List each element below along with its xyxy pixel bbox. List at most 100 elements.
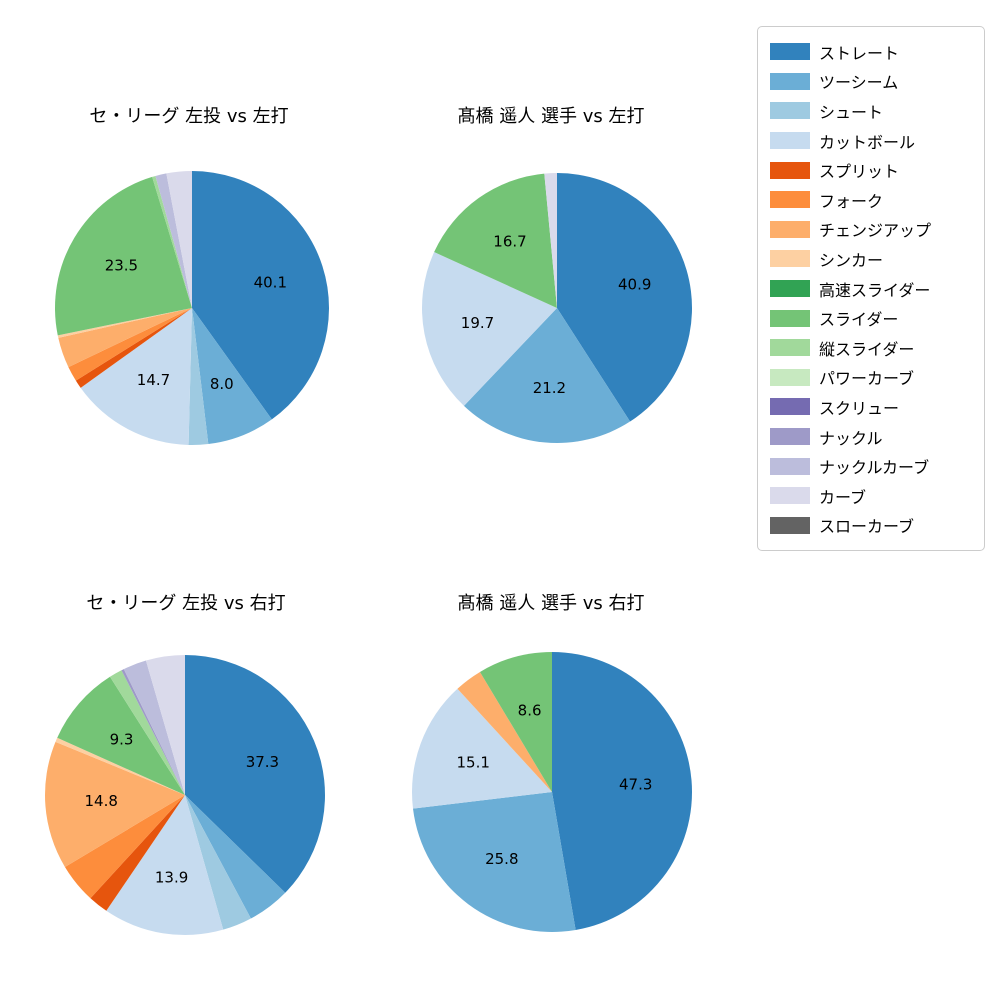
pie-slice	[185, 655, 325, 893]
legend-item: スライダー	[770, 303, 972, 333]
pie-slice	[422, 252, 557, 406]
pie-slice	[106, 795, 224, 935]
legend-item: 高速スライダー	[770, 274, 972, 304]
pie-percentage-label: 8.0	[210, 375, 234, 393]
legend-color-swatch	[770, 280, 810, 298]
pie-chart-takahashi-vs-right: 47.3 25.8 15.1 8.6	[411, 651, 693, 937]
legend-item: チェンジアップ	[770, 215, 972, 245]
legend-color-swatch	[770, 250, 810, 268]
pie-slice	[185, 795, 251, 930]
pie-slice	[55, 737, 186, 795]
pie-slice	[192, 308, 272, 445]
pie-slice	[109, 670, 185, 795]
legend-item: シンカー	[770, 244, 972, 274]
pie-slice	[479, 652, 552, 792]
legend-label: ストレート	[819, 43, 900, 63]
pie-slice	[57, 308, 193, 338]
chart-title-league-vs-right: セ・リーグ 左投 vs 右打	[86, 593, 286, 614]
legend-color-swatch	[770, 132, 810, 150]
pie-slice	[412, 688, 552, 809]
legend-color-swatch	[770, 368, 810, 386]
legend-label: シュート	[819, 102, 884, 122]
legend-color-swatch	[770, 220, 810, 238]
legend-label: スクリュー	[819, 398, 900, 418]
legend-label: ナックル	[819, 428, 883, 448]
pie-slice	[457, 671, 552, 792]
legend-color-swatch	[770, 72, 810, 90]
pie-percentage-label: 14.8	[84, 792, 117, 810]
pie-percentage-label: 15.1	[456, 753, 489, 771]
legend-label: ナックルカーブ	[819, 458, 930, 478]
pie-svg: 47.3 25.8 15.1 8.6	[412, 652, 693, 932]
pie-slice	[463, 308, 631, 444]
legend-label: スローカーブ	[819, 517, 915, 537]
legend-item: パワーカーブ	[770, 363, 972, 393]
pie-slice	[413, 792, 576, 932]
legend-item: ストレート	[770, 37, 972, 67]
pie-chart-league-vs-left: 40.1 8.0 14.7 23.5	[54, 170, 330, 450]
pie-percentage-label: 23.5	[105, 256, 138, 274]
legend-item: カットボール	[770, 126, 972, 156]
legend-label: チェンジアップ	[819, 221, 932, 241]
pie-percentage-label: 40.9	[618, 276, 651, 294]
pie-percentage-label: 14.7	[137, 371, 170, 389]
legend-color-swatch	[770, 102, 810, 120]
pie-slice	[57, 676, 185, 795]
legend-color-swatch	[770, 428, 810, 446]
pie-slice	[90, 795, 185, 911]
legend-label: フォーク	[819, 191, 884, 211]
pie-slice	[166, 171, 192, 308]
pie-svg: 40.1 8.0 14.7 23.5	[55, 171, 330, 446]
legend-label: 縦スライダー	[819, 339, 915, 359]
legend-color-swatch	[770, 457, 810, 475]
legend-item: ナックルカーブ	[770, 451, 972, 481]
legend-color-swatch	[770, 43, 810, 61]
pie-percentage-label: 13.9	[155, 868, 188, 886]
legend-color-swatch	[770, 339, 810, 357]
legend-color-swatch	[770, 309, 810, 327]
legend-label: シンカー	[819, 250, 884, 270]
legend-label: ツーシーム	[819, 73, 899, 93]
pie-slice	[68, 308, 192, 381]
pie-chart-takahashi-vs-left: 40.9 21.2 19.7 16.7	[421, 172, 693, 448]
chart-title-takahashi-vs-left: 髙橋 遥人 選手 vs 左打	[457, 106, 645, 127]
pie-slice	[145, 655, 185, 795]
legend-color-swatch	[770, 161, 810, 179]
pie-percentage-label: 8.6	[518, 702, 542, 720]
legend-label: 高速スライダー	[819, 280, 931, 300]
legend-item: ツーシーム	[770, 67, 972, 97]
legend-item: フォーク	[770, 185, 972, 215]
pie-slice	[64, 795, 185, 899]
pie-percentage-label: 25.8	[485, 850, 518, 868]
pie-slice	[80, 308, 192, 445]
legend-color-swatch	[770, 516, 810, 534]
pie-slice	[188, 308, 209, 446]
pie-slice	[434, 173, 557, 308]
pie-percentage-label: 21.2	[533, 379, 566, 397]
legend-color-swatch	[770, 191, 810, 209]
pie-chart-league-vs-right: 37.3 13.9 14.8 9.3	[44, 654, 326, 940]
legend-label: スライダー	[819, 310, 899, 330]
pie-slice	[544, 173, 557, 308]
legend-color-swatch	[770, 487, 810, 505]
legend-item: カーブ	[770, 481, 972, 511]
pie-percentage-label: 9.3	[110, 731, 134, 749]
pie-slice	[45, 741, 186, 868]
pie-percentage-label: 37.3	[246, 753, 279, 771]
legend-item: 縦スライダー	[770, 333, 972, 363]
legend-item: スプリット	[770, 155, 972, 185]
pie-slice	[185, 795, 286, 919]
legend-label: カットボール	[819, 132, 916, 152]
pie-slice	[123, 660, 185, 795]
legend-item: スクリュー	[770, 392, 972, 422]
pie-slice	[58, 308, 192, 368]
legend-label: カーブ	[819, 487, 867, 507]
pie-percentage-label: 40.1	[254, 273, 287, 291]
pie-slice	[552, 652, 693, 930]
pie-percentage-label: 19.7	[461, 314, 494, 332]
pie-slice	[155, 173, 192, 308]
pie-slice	[192, 171, 330, 420]
pie-percentage-label: 47.3	[619, 775, 652, 793]
pie-slice	[55, 176, 192, 336]
pie-slice	[557, 173, 693, 422]
